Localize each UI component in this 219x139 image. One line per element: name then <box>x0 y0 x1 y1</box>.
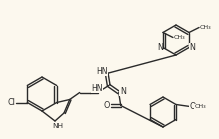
Text: HN: HN <box>91 84 102 93</box>
Text: N: N <box>189 43 195 52</box>
Text: HN: HN <box>96 67 108 76</box>
Text: Cl: Cl <box>7 98 15 107</box>
Text: N: N <box>157 43 163 52</box>
Text: NH: NH <box>53 123 64 129</box>
Text: O: O <box>104 101 110 110</box>
Text: O: O <box>190 102 196 111</box>
Text: N: N <box>120 87 126 96</box>
Text: CH₃: CH₃ <box>199 25 211 30</box>
Text: CH₃: CH₃ <box>173 35 185 40</box>
Text: CH₃: CH₃ <box>194 104 206 109</box>
